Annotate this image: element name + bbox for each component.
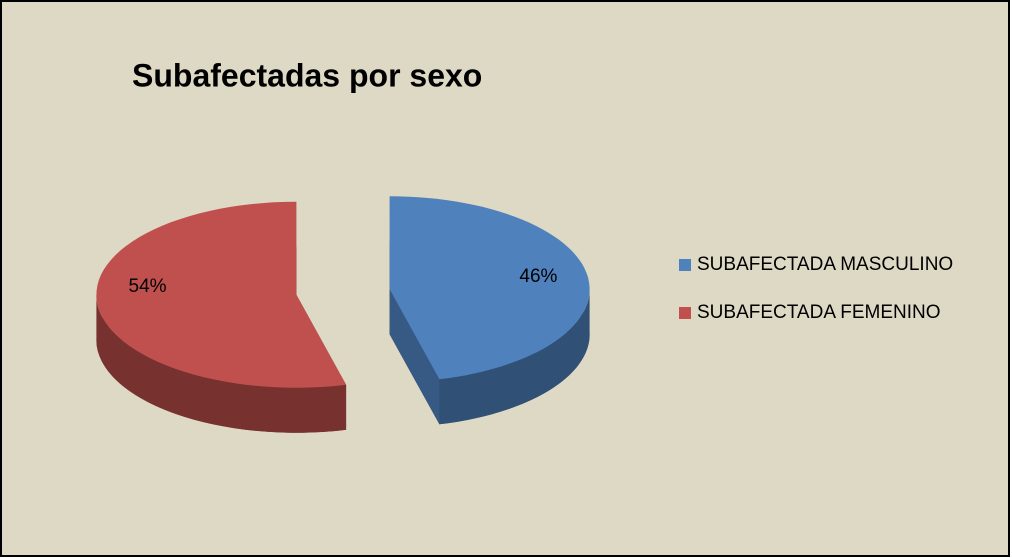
slice	[96, 201, 347, 388]
legend-label: SUBAFECTADA FEMENINO	[697, 302, 941, 323]
slice-side	[439, 289, 590, 425]
slice	[389, 196, 590, 380]
slice-face	[389, 289, 440, 425]
legend-swatch	[679, 259, 691, 271]
slice-side	[96, 294, 347, 433]
chart-title: Subafectadas por sexo	[132, 57, 482, 93]
legend-swatch	[679, 307, 691, 319]
data-label: 54%	[129, 276, 167, 297]
legend-label: SUBAFECTADA MASCULINO	[697, 254, 953, 275]
data-label: 46%	[519, 266, 557, 287]
